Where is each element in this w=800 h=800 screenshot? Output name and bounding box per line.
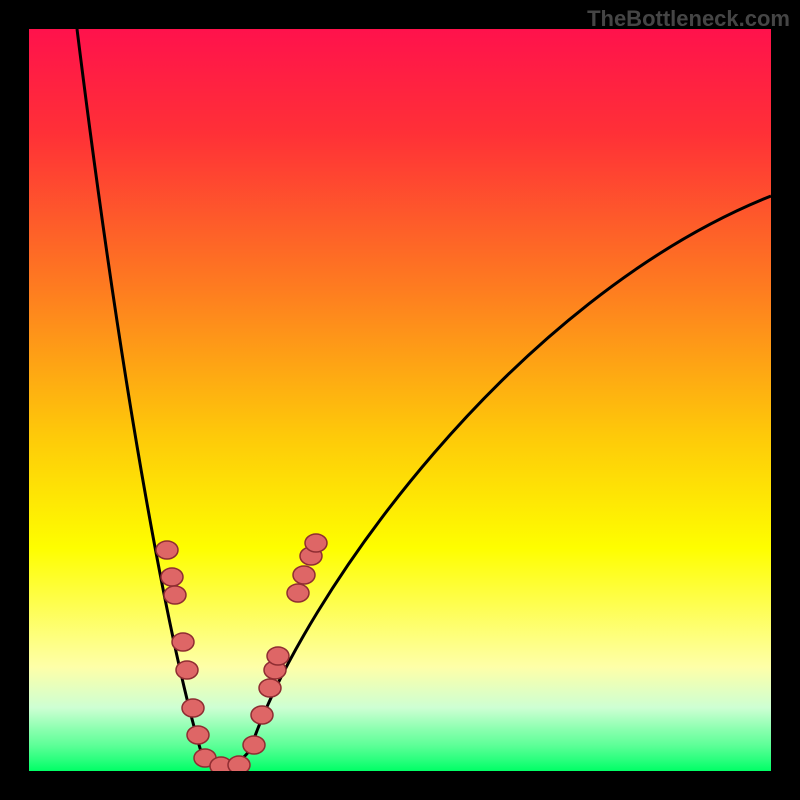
marker-right-1 bbox=[251, 706, 273, 724]
marker-left-6 bbox=[187, 726, 209, 744]
marker-right-2 bbox=[259, 679, 281, 697]
marker-right-8 bbox=[305, 534, 327, 552]
marker-right-6 bbox=[293, 566, 315, 584]
marker-left-2 bbox=[164, 586, 186, 604]
marker-right-4 bbox=[267, 647, 289, 665]
marker-left-4 bbox=[176, 661, 198, 679]
marker-left-5 bbox=[182, 699, 204, 717]
marker-left-3 bbox=[172, 633, 194, 651]
chart-svg bbox=[0, 0, 800, 800]
plot-background bbox=[29, 29, 771, 771]
marker-left-1 bbox=[161, 568, 183, 586]
chart-stage: TheBottleneck.com bbox=[0, 0, 800, 800]
watermark-text: TheBottleneck.com bbox=[587, 6, 790, 32]
marker-right-5 bbox=[287, 584, 309, 602]
marker-left-0 bbox=[156, 541, 178, 559]
marker-right-0 bbox=[243, 736, 265, 754]
